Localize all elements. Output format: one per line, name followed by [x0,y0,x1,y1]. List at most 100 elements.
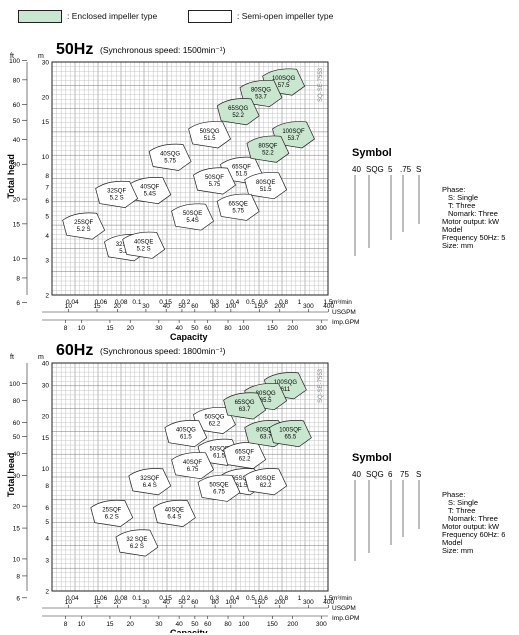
symbol-line: Phase: [442,185,465,194]
impgpm-tick: 80 [224,621,232,628]
region-40sqg [164,420,208,448]
y-tick-m: 40 [42,361,50,368]
plot-frame [51,61,329,296]
impgpm-tick: 15 [106,621,114,628]
legend-enclosed: : Enclosed impeller type [18,8,157,24]
x-axis-label: Capacity [170,332,208,342]
y-tick-ft: 30 [13,162,21,169]
performance-regions: 50SQG51.565SQF51.580SQE51.540SQG5.7550SQ… [62,68,315,262]
usgpm-tick: 20 [114,303,122,310]
y-tick-m: 3 [45,558,49,565]
region-50sqe [197,474,241,502]
y-tick-m: 30 [42,60,50,67]
usgpm-tick: 150 [254,599,265,606]
region-80sqf [246,135,290,163]
symbol-line: Motor output: kW [442,522,500,531]
region-power: 52.2 [262,150,274,156]
region-power: 611 [281,387,291,393]
y-axis-label: Total head [6,453,16,497]
y-tick-m: 8 [45,173,49,180]
symbol-code-part: S [416,470,421,479]
usgpm-tick: 100 [225,599,236,606]
region-label: 65SQG [235,400,255,406]
chart-subtitle: (Synchronous speed: 1500min⁻¹) [100,45,226,55]
region-power: 5.2 S [77,227,91,233]
region-power: 5.2 S [110,196,124,202]
y-tick-ft: 8 [16,573,20,580]
impgpm-tick: 100 [238,621,249,628]
symbol-code-part: 6 [388,470,393,479]
y-tick-m: 4 [45,233,49,240]
symbol-line: T: Three [448,201,475,210]
region-label: 25SQF [102,508,121,514]
symbol-line: Nomark: Three [448,514,498,523]
symbol-code-part: 5 [388,165,393,174]
chart-60hz: 60Hz (Synchronous speed: 1800min⁻¹) ft m SQ-… [6,343,505,633]
symbol-title: Symbol [352,452,392,464]
impgpm-tick: 200 [287,621,298,628]
region-power: 63.7 [260,435,272,441]
usgpm-tick: 40 [163,599,171,606]
impgpm-tick: 8 [64,325,68,332]
impgpm-tick: 20 [127,621,135,628]
symbol-code-part: 40 [352,165,361,174]
region-label: 65SQF [232,165,251,171]
region-power: 6.4 S [167,515,181,521]
y-unit-m: m [38,53,44,60]
usgpm-tick: 60 [191,303,199,310]
y-tick-m: 15 [42,435,50,442]
usgpm-tick: 100 [225,303,236,310]
x-tick-m3: 1.5 [323,299,332,306]
x-tick-m3: 0.04 [66,299,79,306]
y-tick-m: 3 [45,258,49,265]
y-tick-ft: 10 [13,556,21,563]
region-power: 61.5 [213,454,225,460]
region-power: 6.2 S [105,515,119,521]
y-tick-ft: 60 [13,102,21,109]
x-unit-m3: m³/min [332,595,352,602]
y-tick-ft: 10 [13,256,21,263]
usgpm-tick: 50 [178,303,186,310]
region-power: 6.2 S [130,544,144,550]
region-label: 40SQE [165,508,184,514]
region-label: 65SQG [228,106,248,112]
y-tick-m: 20 [42,94,50,101]
usgpm-tick: 40 [163,303,171,310]
x-tick-m3: 1 [298,299,302,306]
symbol-code-part: 75 [400,470,409,479]
y-tick-m: 15 [42,119,50,126]
x-tick-m3: 0.04 [66,595,79,602]
usgpm-tick: 50 [178,599,186,606]
y-tick-m: 6 [45,198,49,205]
impgpm-tick: 8 [64,621,68,628]
x-tick-m3: 0.15 [159,595,172,602]
y-tick-m: 2 [45,589,49,596]
x-unit-impgpm: Imp.GPM [332,615,359,622]
region-label: 32SQF [140,476,159,482]
y-tick-ft: 6 [16,595,20,602]
region-label: 50SQG [204,415,224,421]
usgpm-tick: 80 [211,303,219,310]
symbol-line: Phase: [442,490,465,499]
impgpm-tick: 80 [224,325,232,332]
symbol-line: Size: mm [442,546,473,555]
x-tick-m3: 0.3 [210,595,219,602]
y-tick-m: 8 [45,483,49,490]
region-power: 5.75 [232,208,244,214]
region-32sqe [115,529,159,557]
usgpm-tick: 200 [274,303,285,310]
x-tick-m3: 0.3 [210,299,219,306]
region-power: 51.5 [236,172,248,178]
x-tick-m3: 0.4 [230,299,239,306]
x-unit-usgpm: USGPM [332,309,356,316]
y-tick-ft: 30 [13,473,21,480]
region-40sqe [152,499,196,528]
region-label: 32 SQE [126,537,147,543]
symbol-line: Size: mm [442,241,473,250]
impgpm-tick: 50 [191,621,199,628]
y-tick-m: 10 [42,466,50,473]
x-tick-m3: 0.6 [259,595,268,602]
impgpm-tick: 10 [78,325,86,332]
region-label: 40SQE [134,239,153,245]
